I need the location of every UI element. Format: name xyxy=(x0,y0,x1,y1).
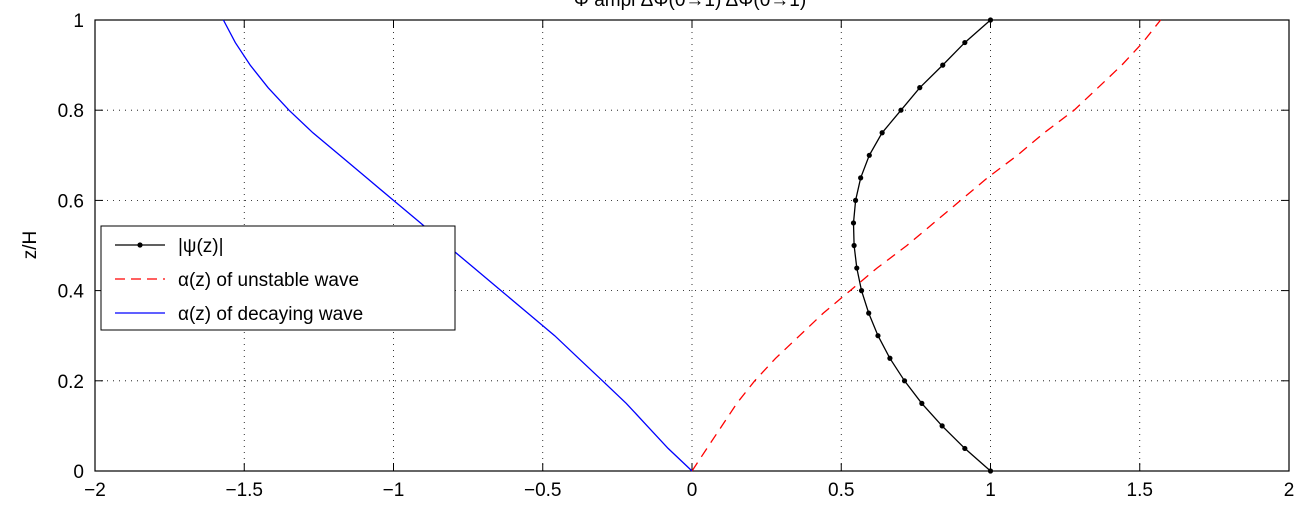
y-tick-label: 0.6 xyxy=(58,191,84,212)
x-tick-label: 1 xyxy=(985,480,996,501)
series-psi-point xyxy=(898,107,904,113)
x-tick-label: 0.5 xyxy=(828,480,854,501)
series-psi-point xyxy=(854,265,860,271)
x-tick-label: −2 xyxy=(84,480,106,501)
x-tick-label: 2 xyxy=(1284,480,1295,501)
series-psi-point xyxy=(987,468,994,474)
series-psi-point xyxy=(940,62,946,68)
x-tick-label: −1.5 xyxy=(225,480,263,501)
y-axis-label: z/H xyxy=(20,231,41,260)
y-tick-label: 0.8 xyxy=(58,101,84,122)
y-tick-label: 0.2 xyxy=(58,372,84,393)
series-psi-point xyxy=(866,152,872,158)
x-tick-label: −1 xyxy=(383,480,405,501)
series-psi-point xyxy=(879,130,885,136)
chart-title: Φ ampl ΔΦ(0→1) ΔΦ(0→1) xyxy=(574,0,806,11)
series-psi-point xyxy=(875,333,881,339)
axis-ticks: −2 −1.5 −1 −0.5 0 0.5 1 1.5 2 0 0.2 0.4 0.6 0.8 1 xyxy=(58,11,1295,501)
x-tick-label: 0 xyxy=(687,480,698,501)
legend-label-unstable: α(z) of unstable wave xyxy=(178,270,359,291)
series-psi-point xyxy=(887,355,893,361)
y-tick-label: 0.4 xyxy=(58,282,85,303)
series-psi-point xyxy=(939,423,945,429)
series-psi-point xyxy=(858,175,864,181)
series-psi-point xyxy=(919,400,925,406)
x-tick-label: 1.5 xyxy=(1127,480,1153,501)
legend-marker-psi xyxy=(137,242,143,248)
y-tick-label: 0 xyxy=(73,462,84,483)
series-psi-point xyxy=(850,220,857,226)
series-psi-point xyxy=(852,197,859,203)
series-psi-point xyxy=(851,242,857,249)
series-psi-point xyxy=(962,445,968,452)
legend: |ψ(z)| α(z) of unstable wave α(z) of dec… xyxy=(100,225,456,331)
series-psi-point xyxy=(866,310,872,316)
y-tick-label: 1 xyxy=(73,11,84,32)
series-psi-point xyxy=(987,17,994,23)
series-psi-point xyxy=(858,288,865,294)
series-psi-point xyxy=(962,39,968,46)
series-group xyxy=(222,17,1162,474)
legend-label-decaying: α(z) of decaying wave xyxy=(178,304,363,325)
series-unstable-line xyxy=(691,19,1162,472)
x-tick-label: −0.5 xyxy=(524,480,562,501)
legend-label-psi: |ψ(z)| xyxy=(178,236,224,257)
series-psi-point xyxy=(901,378,908,384)
series-psi-point xyxy=(917,85,923,91)
